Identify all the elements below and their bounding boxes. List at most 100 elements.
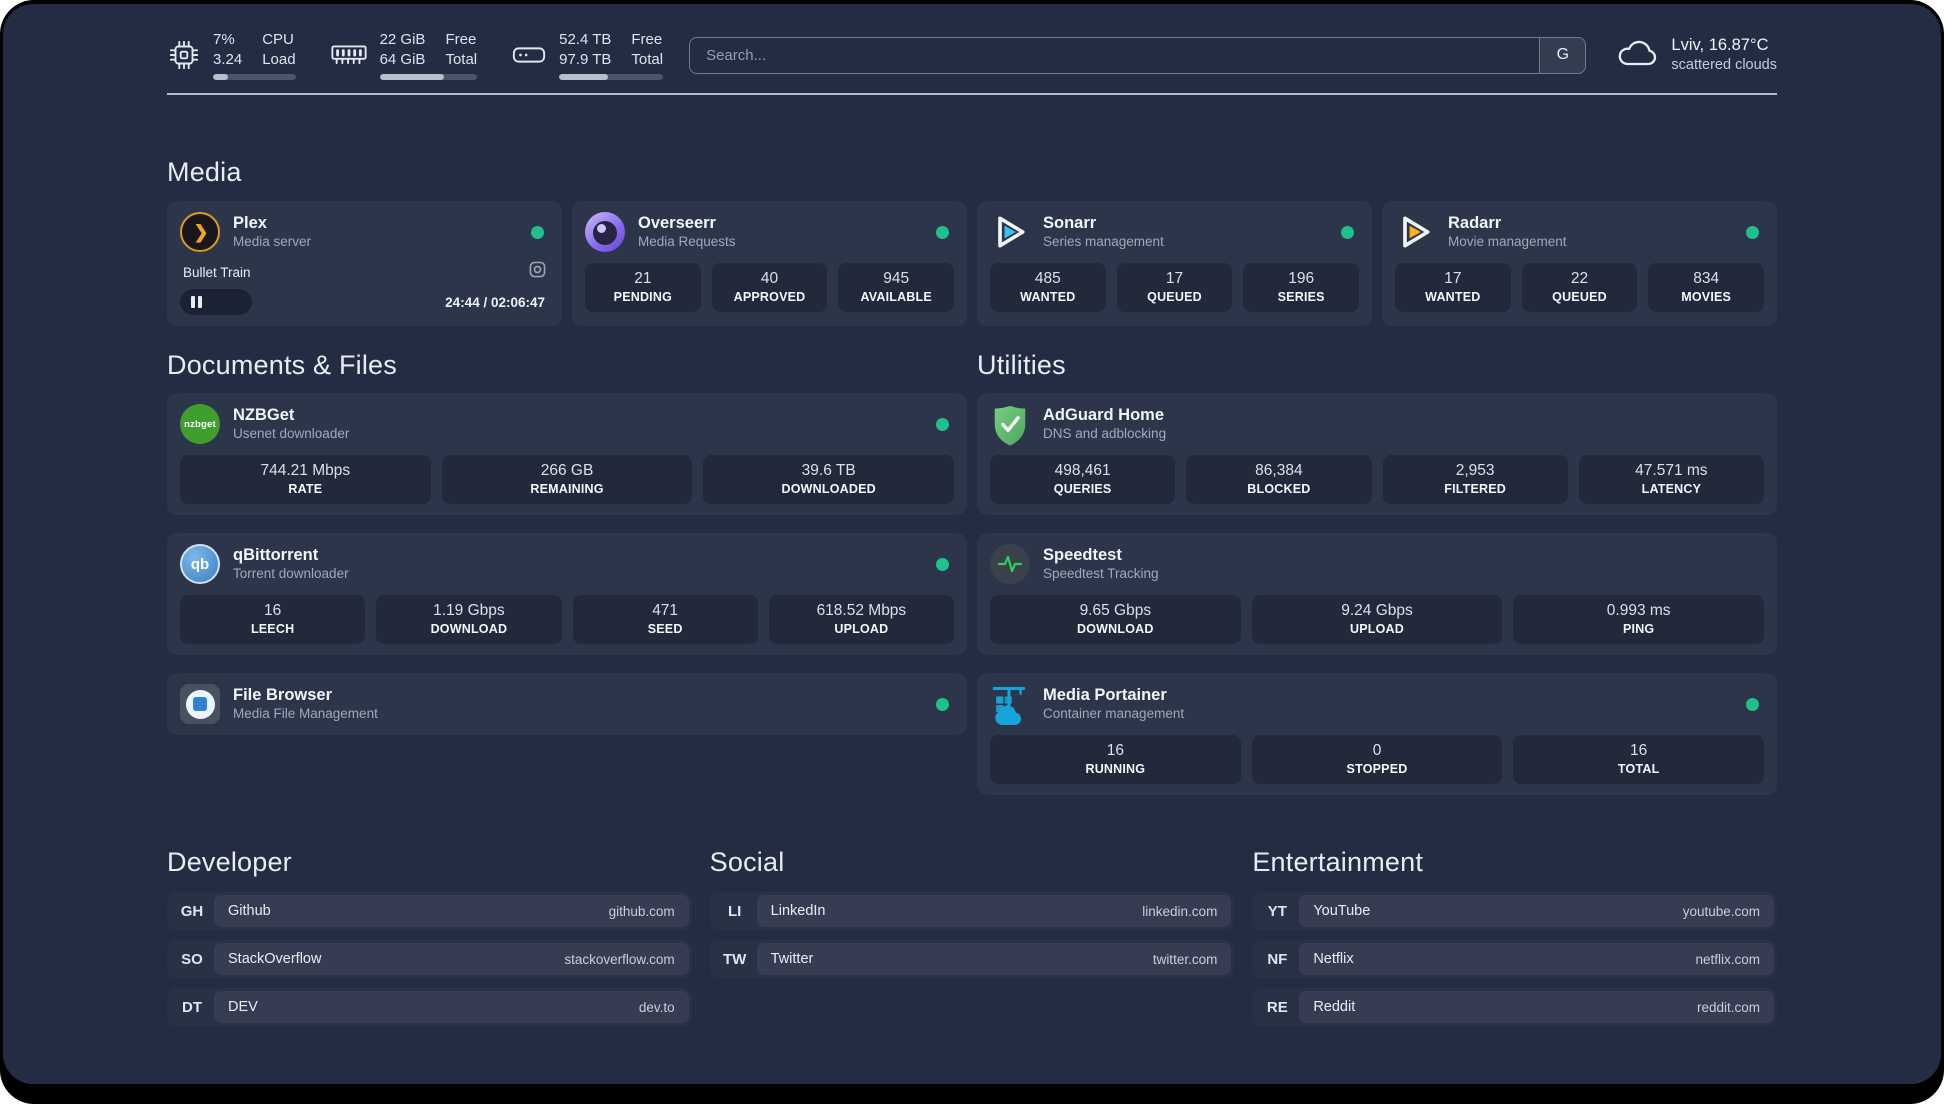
memory-progress-bar bbox=[379, 74, 478, 80]
stat-approved: 40 APPROVED bbox=[711, 263, 828, 312]
app-card-speedtest[interactable]: Speedtest Speedtest Tracking 9.65 Gbps D… bbox=[977, 533, 1777, 655]
memory-free-value: 22 GiB bbox=[379, 31, 426, 48]
speedtest-icon bbox=[990, 544, 1030, 584]
app-card-nzbget[interactable]: nzbget NZBGet Usenet downloader 744.21 M… bbox=[167, 393, 967, 515]
memory-total-label: Total bbox=[445, 50, 478, 68]
stat-queued: 17 QUEUED bbox=[1116, 263, 1233, 312]
status-online-dot bbox=[531, 225, 544, 239]
status-online-dot bbox=[936, 225, 949, 239]
app-title: Speedtest bbox=[1043, 545, 1122, 564]
app-card-adguard[interactable]: AdGuard Home DNS and adblocking 498,461 … bbox=[977, 393, 1777, 515]
link-reddit[interactable]: RE Reddit reddit.com bbox=[1252, 988, 1777, 1026]
portainer-icon bbox=[990, 684, 1030, 725]
stat-latency: 47.571 ms LATENCY bbox=[1578, 455, 1764, 504]
plex-icon: ❯ bbox=[180, 212, 220, 252]
app-subtitle: Movie management bbox=[1448, 234, 1567, 250]
qbittorrent-icon: qb bbox=[180, 544, 220, 584]
video-session-icon bbox=[529, 261, 546, 283]
cloud-icon bbox=[1616, 37, 1658, 74]
section-title-social: Social bbox=[709, 847, 785, 877]
overseerr-icon bbox=[585, 212, 625, 252]
link-badge: SO bbox=[181, 950, 203, 968]
link-badge: LI bbox=[727, 902, 742, 920]
adguard-icon bbox=[990, 404, 1030, 446]
app-card-overseerr[interactable]: Overseerr Media Requests 21 PENDING 40 A… bbox=[572, 201, 967, 326]
link-stackoverflow[interactable]: SO StackOverflow stackoverflow.com bbox=[167, 940, 692, 978]
search-engine-button[interactable]: G bbox=[1539, 36, 1587, 74]
playback-time: 24:44 / 02:06:47 bbox=[445, 294, 545, 310]
disk-progress-bar bbox=[559, 74, 664, 80]
stat-leech: 16 LEECH bbox=[180, 595, 366, 644]
section-title-entertainment: Entertainment bbox=[1252, 847, 1424, 877]
app-card-plex[interactable]: ❯ Plex Media server Bullet Train bbox=[167, 201, 562, 326]
radarr-icon bbox=[1395, 212, 1435, 252]
app-card-radarr[interactable]: Radarr Movie management 17 WANTED 22 QUE… bbox=[1382, 201, 1777, 326]
playback-progress-bar[interactable]: 24:44 / 02:06:47 bbox=[180, 289, 549, 315]
links-section-developer: Developer GH Github github.com SO StackO… bbox=[167, 847, 692, 1026]
app-title: Plex bbox=[233, 213, 267, 232]
link-linkedin[interactable]: LI LinkedIn linkedin.com bbox=[710, 892, 1235, 930]
link-twitter[interactable]: TW Twitter twitter.com bbox=[710, 940, 1235, 978]
app-title: Sonarr bbox=[1043, 213, 1097, 232]
link-badge: NF bbox=[1267, 950, 1288, 968]
stat-queries: 498,461 QUERIES bbox=[990, 455, 1176, 504]
link-netflix[interactable]: NF Netflix netflix.com bbox=[1252, 940, 1777, 978]
link-dev[interactable]: DT DEV dev.to bbox=[167, 988, 692, 1026]
section-title-media: Media bbox=[167, 157, 242, 187]
status-online-dot bbox=[1746, 225, 1759, 239]
nzbget-icon: nzbget bbox=[180, 404, 220, 444]
weather-widget: Lviv, 16.87°C scattered clouds bbox=[1616, 35, 1777, 75]
dashboard: 7% 3.24 CPU Load bbox=[3, 4, 1941, 1084]
links-section-social: Social LI LinkedIn linkedin.com TW Twitt… bbox=[710, 847, 1235, 1026]
stat-download: 1.19 Gbps DOWNLOAD bbox=[376, 595, 562, 644]
section-title-documents: Documents & Files bbox=[167, 350, 397, 380]
app-card-portainer[interactable]: Media Portainer Container management 16 … bbox=[977, 673, 1777, 795]
link-badge: RE bbox=[1266, 998, 1288, 1016]
link-badge: YT bbox=[1267, 902, 1287, 920]
stat-download: 9.65 Gbps DOWNLOAD bbox=[990, 595, 1241, 644]
stat-blocked: 86,384 BLOCKED bbox=[1186, 455, 1372, 504]
disk-free-value: 52.4 TB bbox=[559, 31, 612, 48]
cpu-usage: 7% bbox=[213, 31, 235, 48]
search-input[interactable] bbox=[689, 36, 1540, 74]
link-github[interactable]: GH Github github.com bbox=[167, 892, 692, 930]
stat-ping: 0.993 ms PING bbox=[1513, 595, 1765, 644]
app-subtitle: Container management bbox=[1043, 706, 1185, 722]
status-online-dot bbox=[1746, 697, 1759, 711]
stat-wanted: 17 WANTED bbox=[1395, 263, 1511, 312]
link-youtube[interactable]: YT YouTube youtube.com bbox=[1252, 892, 1777, 930]
cpu-icon bbox=[167, 38, 201, 72]
memory-icon bbox=[330, 40, 368, 70]
app-subtitle: DNS and adblocking bbox=[1043, 426, 1167, 442]
disk-free-label: Free bbox=[631, 31, 663, 48]
disk-total-label: Total bbox=[631, 50, 664, 68]
weather-location-temp: Lviv, 16.87°C bbox=[1671, 35, 1769, 54]
stat-rate: 744.21 Mbps RATE bbox=[180, 455, 431, 504]
app-card-filebrowser[interactable]: File Browser Media File Management bbox=[167, 673, 967, 735]
app-card-qbittorrent[interactable]: qb qBittorrent Torrent downloader 16 LEE… bbox=[167, 533, 967, 655]
memory-metric: 22 GiB 64 GiB Free Total bbox=[330, 30, 478, 80]
cpu-load-value: 3.24 bbox=[213, 50, 243, 68]
status-online-dot bbox=[936, 557, 949, 571]
link-badge: DT bbox=[182, 998, 202, 1016]
stat-total: 16 TOTAL bbox=[1513, 735, 1765, 784]
app-subtitle: Media server bbox=[233, 234, 312, 250]
app-title: Overseerr bbox=[638, 213, 716, 232]
app-title: Radarr bbox=[1448, 213, 1502, 232]
stat-available: 945 AVAILABLE bbox=[838, 263, 955, 312]
memory-free-label: Free bbox=[445, 31, 477, 48]
system-metrics: 7% 3.24 CPU Load bbox=[167, 30, 664, 80]
stat-remaining: 266 GB REMAINING bbox=[441, 455, 693, 504]
app-title: AdGuard Home bbox=[1043, 405, 1165, 424]
plex-now-playing: Bullet Train 24:44 / 02:06:47 bbox=[180, 261, 549, 315]
app-subtitle: Usenet downloader bbox=[233, 426, 350, 442]
status-online-dot bbox=[936, 697, 949, 711]
link-badge: GH bbox=[180, 902, 204, 920]
memory-total-value: 64 GiB bbox=[379, 50, 426, 68]
app-title: Media Portainer bbox=[1043, 685, 1167, 704]
app-card-sonarr[interactable]: Sonarr Series management 485 WANTED 17 Q… bbox=[977, 201, 1372, 326]
stat-wanted: 485 WANTED bbox=[990, 263, 1106, 312]
stat-stopped: 0 STOPPED bbox=[1251, 735, 1503, 784]
stat-queued: 22 QUEUED bbox=[1521, 263, 1638, 312]
